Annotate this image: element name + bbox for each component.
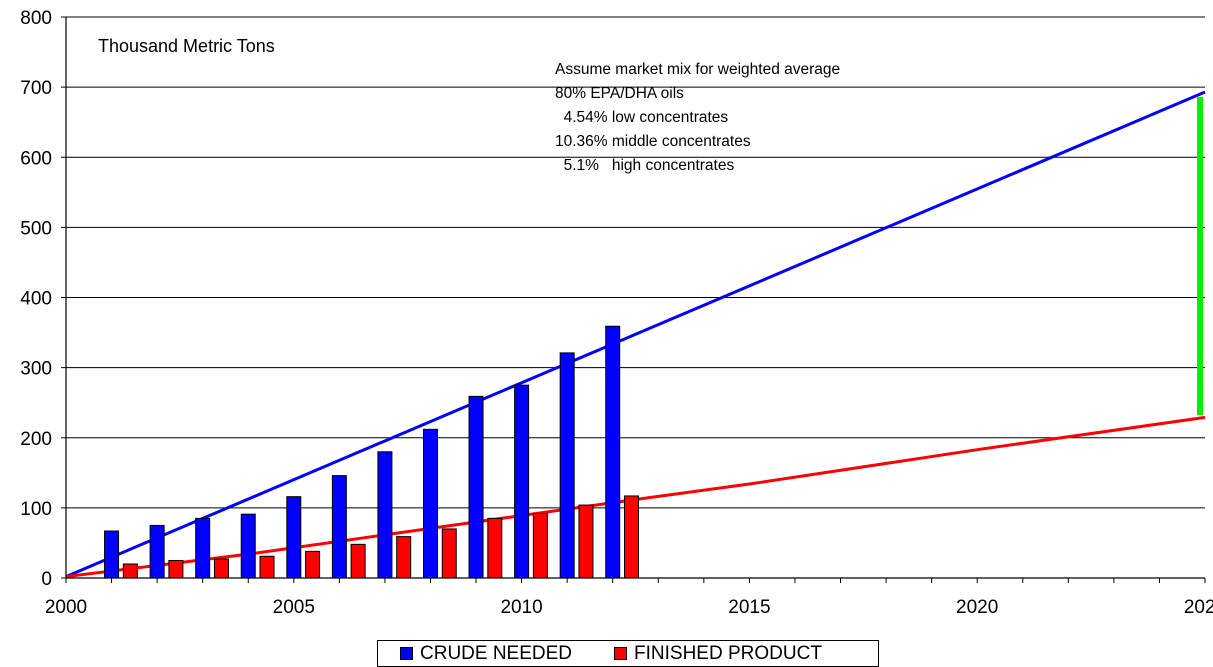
x-tick-label: 2010 <box>500 597 542 618</box>
legend-swatch <box>614 647 628 660</box>
y-tick-label: 600 <box>20 148 52 169</box>
bar <box>559 352 575 579</box>
legend-swatch <box>400 647 413 660</box>
bar <box>605 325 621 579</box>
x-tick-label: 2025 <box>1184 597 1213 618</box>
bar <box>514 384 530 579</box>
bar <box>305 550 321 579</box>
bar <box>213 558 229 579</box>
trend-line <box>65 415 1206 579</box>
y-tick-label: 500 <box>20 218 52 239</box>
x-tick-label: 2000 <box>45 597 87 618</box>
legend-label: CRUDE NEEDED <box>420 642 573 664</box>
y-tick-label: 200 <box>20 429 52 450</box>
bar <box>195 517 211 579</box>
bars <box>104 325 639 579</box>
x-tick-label: 2020 <box>956 597 998 618</box>
bar <box>468 395 484 579</box>
bar <box>149 524 165 579</box>
bar <box>286 496 302 579</box>
annotation-line: 4.54% low concentrates <box>555 109 729 126</box>
bar <box>624 495 639 579</box>
annotation-note: Assume market mix for weighted average 80… <box>555 58 840 178</box>
bar <box>104 530 120 579</box>
trend-lines <box>65 90 1206 579</box>
bar <box>240 513 256 579</box>
bar <box>532 512 548 579</box>
legend: CRUDE NEEDED FINISHED PRODUCT <box>377 640 879 667</box>
y-tick-label: 400 <box>20 289 52 310</box>
bar <box>396 536 412 579</box>
y-tick-label: 300 <box>20 359 52 380</box>
bar <box>331 475 347 579</box>
bar <box>422 428 438 579</box>
y-tick-labels: 0 100 200 300 400 500 600 700 800 <box>20 8 52 590</box>
unit-label: Thousand Metric Tons <box>98 36 275 56</box>
axes <box>61 16 1206 583</box>
legend-item: CRUDE NEEDED <box>400 643 572 665</box>
bar <box>168 559 184 579</box>
legend-label: FINISHED PRODUCT <box>634 642 822 664</box>
legend-item: FINISHED PRODUCT <box>614 643 822 665</box>
x-tick-labels: 2000 2005 2010 2015 2020 2025 <box>45 597 1213 618</box>
x-tick-label: 2005 <box>273 597 315 618</box>
bar <box>122 563 138 579</box>
bar <box>259 555 275 579</box>
bar <box>487 517 503 579</box>
y-tick-label: 800 <box>20 8 52 29</box>
annotation-line: Assume market mix for weighted average <box>555 61 841 78</box>
bar <box>441 528 457 579</box>
trend-line <box>65 90 1206 578</box>
gridlines <box>66 16 1205 509</box>
annotation-line: 10.36% middle concentrates <box>555 133 751 150</box>
annotation-line: 80% EPA/DHA oils <box>555 85 684 102</box>
bar <box>578 504 594 579</box>
annotation-line: 5.1% high concentrates <box>555 157 735 174</box>
x-tick-label: 2015 <box>728 597 770 618</box>
bar <box>350 543 366 579</box>
y-tick-label: 100 <box>20 499 52 520</box>
bar <box>377 451 393 579</box>
y-tick-label: 700 <box>20 78 52 99</box>
y-tick-label: 0 <box>41 569 52 590</box>
